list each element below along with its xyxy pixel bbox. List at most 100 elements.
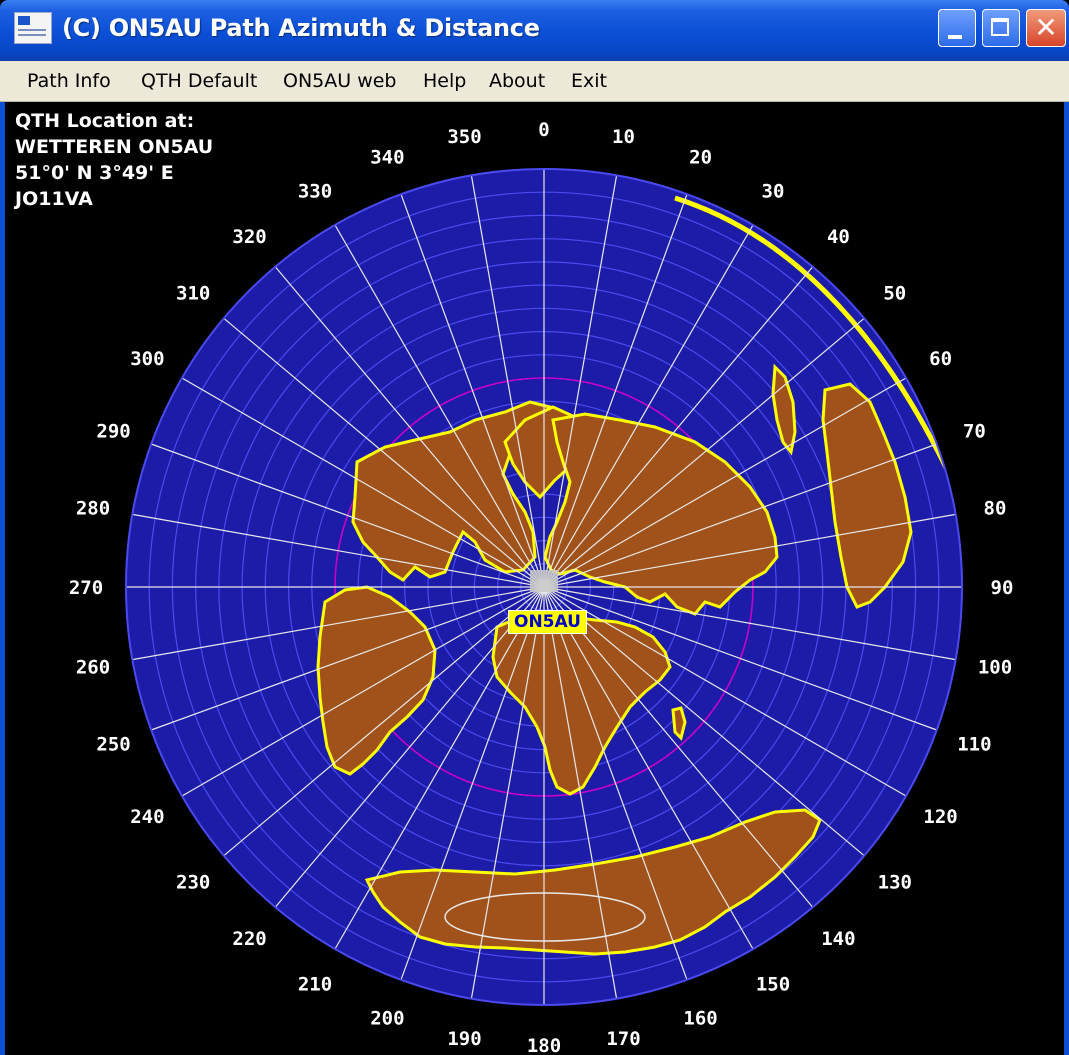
map-rim (125, 168, 963, 1006)
azimuth-line-260 (132, 586, 545, 661)
azimuth-line-290 (150, 443, 545, 588)
azimuth-line-230 (223, 586, 545, 857)
azimuth-label-10: 10 (612, 126, 635, 148)
azimuth-line-10 (543, 175, 618, 588)
menu-bar: Path Info QTH Default ON5AU web Help Abo… (0, 61, 1069, 102)
azimuth-line-40 (543, 266, 814, 588)
azimuth-line-140 (543, 586, 814, 908)
maximize-button[interactable] (982, 9, 1020, 47)
azimuth-label-310: 310 (176, 283, 210, 305)
azimuth-labels: 0 10 20 30 40 50 60 70 80 90 100 110 120 130 140 150 160… (69, 119, 1014, 1055)
azimuth-line-210 (334, 586, 545, 950)
azimuth-line-110 (543, 586, 938, 731)
app-icon[interactable] (14, 12, 52, 44)
window-frame-right (1064, 102, 1069, 1055)
minimize-icon (948, 35, 962, 39)
close-icon: ✕ (1034, 11, 1058, 44)
azimuth-line-250 (150, 586, 545, 731)
azimuth-label-90: 90 (991, 577, 1014, 599)
azimuth-label-140: 140 (821, 928, 855, 950)
azimuth-label-0: 0 (538, 119, 549, 141)
landmass-madagascar (671, 706, 687, 741)
azimuth-label-160: 160 (683, 1007, 717, 1029)
azimuth-label-60: 60 (929, 348, 952, 370)
azimuthal-map[interactable]: 0 10 20 30 40 50 60 70 80 90 100 110 120 130 140 150 160… (5, 102, 1064, 1055)
azimuth-label-250: 250 (96, 734, 130, 756)
azimuth-label-180: 180 (527, 1035, 561, 1055)
azimuth-label-170: 170 (606, 1028, 640, 1050)
menu-help[interactable]: Help (423, 70, 467, 92)
landmass-eurasia (543, 412, 779, 616)
azimuth-label-190: 190 (447, 1028, 481, 1050)
landmass-japan (771, 363, 797, 456)
azimuth-line-130 (543, 586, 865, 857)
azimuth-label-220: 220 (232, 928, 266, 950)
azimuth-label-110: 110 (957, 734, 991, 756)
azimuth-label-260: 260 (76, 657, 110, 679)
azimuth-line-320 (274, 266, 545, 588)
azimuth-label-270: 270 (69, 577, 103, 599)
landmass-australia (821, 382, 913, 609)
azimuth-line-190 (470, 586, 545, 999)
center-callsign-label: ON5AU (508, 610, 587, 634)
azimuth-line-70 (543, 443, 938, 588)
window-title: (C) ON5AU Path Azimuth & Distance (62, 14, 540, 42)
azimuth-line-80 (543, 513, 956, 588)
azimuth-label-80: 80 (984, 498, 1007, 520)
azimuth-label-350: 350 (447, 126, 481, 148)
azimuth-line-100 (543, 586, 956, 661)
azimuth-line-160 (543, 586, 688, 981)
azimuth-label-100: 100 (978, 657, 1012, 679)
landmass-south-america (316, 585, 437, 776)
qth-callsign: WETTEREN ON5AU (15, 136, 214, 158)
azimuth-label-120: 120 (923, 806, 957, 828)
qth-marker (530, 570, 558, 592)
azimuth-line-340 (400, 193, 545, 588)
map-canvas[interactable]: 0 10 20 30 40 50 60 70 80 90 100 110 120 130 140 150 160… (5, 102, 1064, 1055)
window-frame-left (0, 102, 5, 1055)
azimuth-line-120 (543, 586, 907, 797)
azimuth-line-280 (132, 513, 545, 588)
menu-on5au-web[interactable]: ON5AU web (283, 70, 397, 92)
azimuth-label-30: 30 (762, 180, 785, 202)
qth-location-heading: QTH Location at: (15, 110, 195, 132)
azimuth-line-30 (543, 224, 754, 588)
azimuth-label-300: 300 (130, 348, 164, 370)
title-bar[interactable]: (C) ON5AU Path Azimuth & Distance ✕ (0, 0, 1069, 61)
azimuth-line-150 (543, 586, 754, 950)
azimuth-line-220 (274, 586, 545, 908)
azimuth-label-210: 210 (298, 974, 332, 996)
azimuth-label-230: 230 (176, 871, 210, 893)
azimuth-label-150: 150 (756, 974, 790, 996)
qth-coordinates: 51°0' N 3°49' E (15, 162, 174, 184)
minimize-button[interactable] (938, 9, 976, 47)
azimuth-label-200: 200 (370, 1007, 404, 1029)
azimuth-label-40: 40 (827, 226, 850, 248)
azimuth-line-350 (470, 175, 545, 588)
maximize-icon (991, 18, 1009, 36)
azimuth-line-330 (334, 224, 545, 588)
antarctic-contour (444, 892, 646, 942)
azimuth-line-50 (543, 317, 865, 588)
azimuth-line-300 (181, 377, 545, 588)
landmass-arctic-arc (674, 195, 956, 484)
azimuth-line-200 (400, 586, 545, 981)
azimuth-label-330: 330 (298, 180, 332, 202)
azimuth-label-240: 240 (130, 806, 164, 828)
azimuth-line-240 (181, 586, 545, 797)
azimuth-line-310 (223, 317, 545, 588)
azimuth-label-290: 290 (96, 420, 130, 442)
menu-qth-default[interactable]: QTH Default (141, 70, 258, 92)
menu-path-info[interactable]: Path Info (27, 70, 111, 92)
azimuth-label-70: 70 (963, 420, 986, 442)
azimuth-label-50: 50 (883, 283, 906, 305)
qth-locator: JO11VA (15, 188, 93, 210)
menu-about[interactable]: About (489, 70, 546, 92)
azimuth-line-170 (543, 586, 618, 999)
azimuth-lines (126, 169, 962, 1005)
azimuth-label-340: 340 (370, 147, 404, 169)
azimuth-line-60 (543, 377, 907, 588)
azimuth-label-130: 130 (878, 871, 912, 893)
close-button[interactable]: ✕ (1026, 9, 1066, 47)
menu-exit[interactable]: Exit (571, 70, 607, 92)
